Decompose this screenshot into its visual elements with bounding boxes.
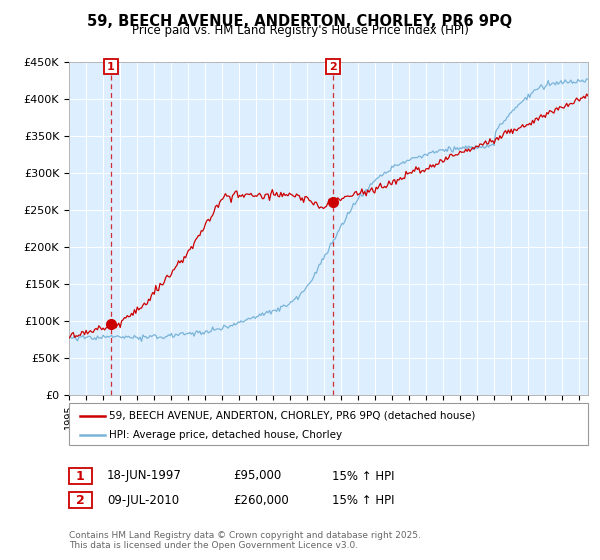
Text: 15% ↑ HPI: 15% ↑ HPI xyxy=(332,493,394,507)
Text: 09-JUL-2010: 09-JUL-2010 xyxy=(107,493,179,507)
Text: 18-JUN-1997: 18-JUN-1997 xyxy=(107,469,182,483)
Text: 2: 2 xyxy=(76,493,85,507)
Text: Contains HM Land Registry data © Crown copyright and database right 2025.
This d: Contains HM Land Registry data © Crown c… xyxy=(69,530,421,550)
Text: Price paid vs. HM Land Registry's House Price Index (HPI): Price paid vs. HM Land Registry's House … xyxy=(131,24,469,37)
Text: 59, BEECH AVENUE, ANDERTON, CHORLEY, PR6 9PQ (detached house): 59, BEECH AVENUE, ANDERTON, CHORLEY, PR6… xyxy=(109,411,476,421)
Text: £260,000: £260,000 xyxy=(233,493,289,507)
Text: 2: 2 xyxy=(329,62,337,72)
Text: 15% ↑ HPI: 15% ↑ HPI xyxy=(332,469,394,483)
Text: 59, BEECH AVENUE, ANDERTON, CHORLEY, PR6 9PQ: 59, BEECH AVENUE, ANDERTON, CHORLEY, PR6… xyxy=(88,14,512,29)
Text: 1: 1 xyxy=(76,469,85,483)
Text: 1: 1 xyxy=(107,62,115,72)
Text: £95,000: £95,000 xyxy=(233,469,281,483)
Text: HPI: Average price, detached house, Chorley: HPI: Average price, detached house, Chor… xyxy=(109,430,343,440)
